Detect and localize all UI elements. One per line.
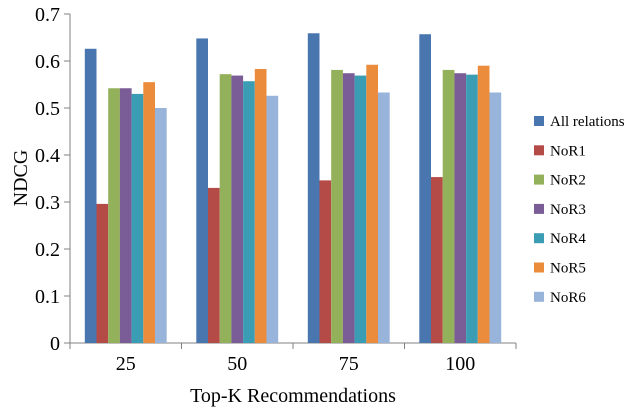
- bar-all-relations-100: [419, 34, 431, 344]
- legend-label: NoR4: [550, 231, 586, 247]
- legend-swatch: [534, 233, 544, 244]
- x-tick-label: 25: [116, 353, 136, 375]
- bar-nor6-25: [155, 108, 167, 343]
- bar-nor1-100: [431, 177, 443, 343]
- bar-nor5-75: [366, 64, 378, 343]
- legend-label: NoR1: [550, 143, 586, 159]
- legend-swatch: [534, 116, 544, 126]
- bar-nor3-75: [342, 73, 355, 343]
- bars: [84, 33, 502, 344]
- bar-nor6-75: [378, 92, 390, 344]
- y-tick-label: 0.1: [35, 286, 60, 308]
- y-tick-label: 0.5: [35, 98, 60, 120]
- bar-nor3-100: [454, 73, 467, 343]
- legend-swatch: [534, 174, 544, 185]
- y-tick-label: 0.7: [35, 4, 60, 26]
- legend-swatch: [534, 291, 544, 302]
- bar-nor1-75: [319, 180, 332, 343]
- x-tick-label: 100: [445, 353, 475, 375]
- legend-label: NoR3: [550, 202, 586, 218]
- bar-all-relations-25: [84, 48, 97, 343]
- y-tick-label: 0.4: [35, 145, 60, 167]
- y-ticks: 0 0.1 0.2 0.3 0.4 0.5 0.6 0.7: [35, 4, 70, 355]
- x-tick-label: 50: [227, 353, 247, 375]
- legend-label: NoR2: [550, 173, 586, 189]
- legend-label: NoR5: [550, 261, 586, 277]
- bar-all-relations-75: [307, 33, 320, 344]
- bar-nor6-100: [489, 92, 502, 344]
- bar-nor2-50: [219, 74, 232, 343]
- bar-nor6-50: [266, 95, 279, 343]
- y-tick-label: 0.6: [35, 51, 60, 73]
- legend-swatch: [534, 203, 544, 214]
- legend-label: All relations: [550, 114, 625, 130]
- bar-nor5-100: [477, 65, 490, 343]
- bar-nor2-75: [331, 69, 343, 344]
- x-axis-title: Top-K Recommendations: [190, 385, 396, 407]
- y-tick-label: 0.3: [35, 192, 60, 214]
- bar-nor3-50: [231, 75, 244, 343]
- x-ticks: 25 50 75 100: [69, 343, 517, 375]
- bar-nor4-100: [466, 74, 478, 343]
- y-tick-label: 0.2: [35, 239, 60, 261]
- bar-nor5-50: [254, 68, 267, 344]
- bar-nor4-25: [131, 93, 144, 344]
- bar-nor5-25: [143, 82, 155, 344]
- x-tick-label: 75: [339, 353, 359, 375]
- bar-nor3-25: [119, 88, 132, 343]
- bar-nor4-75: [354, 75, 367, 343]
- bar-nor1-25: [96, 203, 109, 343]
- legend-swatch: [534, 145, 544, 156]
- legend-swatch: [534, 262, 544, 273]
- bar-nor4-50: [243, 81, 255, 344]
- bar-nor2-100: [442, 69, 455, 344]
- y-axis-title: NDCG: [10, 150, 32, 207]
- legend-label: NoR6: [550, 290, 586, 306]
- bar-all-relations-50: [196, 38, 208, 343]
- y-tick-label: 0: [50, 333, 60, 355]
- legend: All relations NoR1 NoR2 NoR3 NoR4 NoR5 NoR6: [534, 114, 625, 306]
- bar-nor1-50: [208, 187, 220, 343]
- bar-nor2-25: [108, 88, 120, 343]
